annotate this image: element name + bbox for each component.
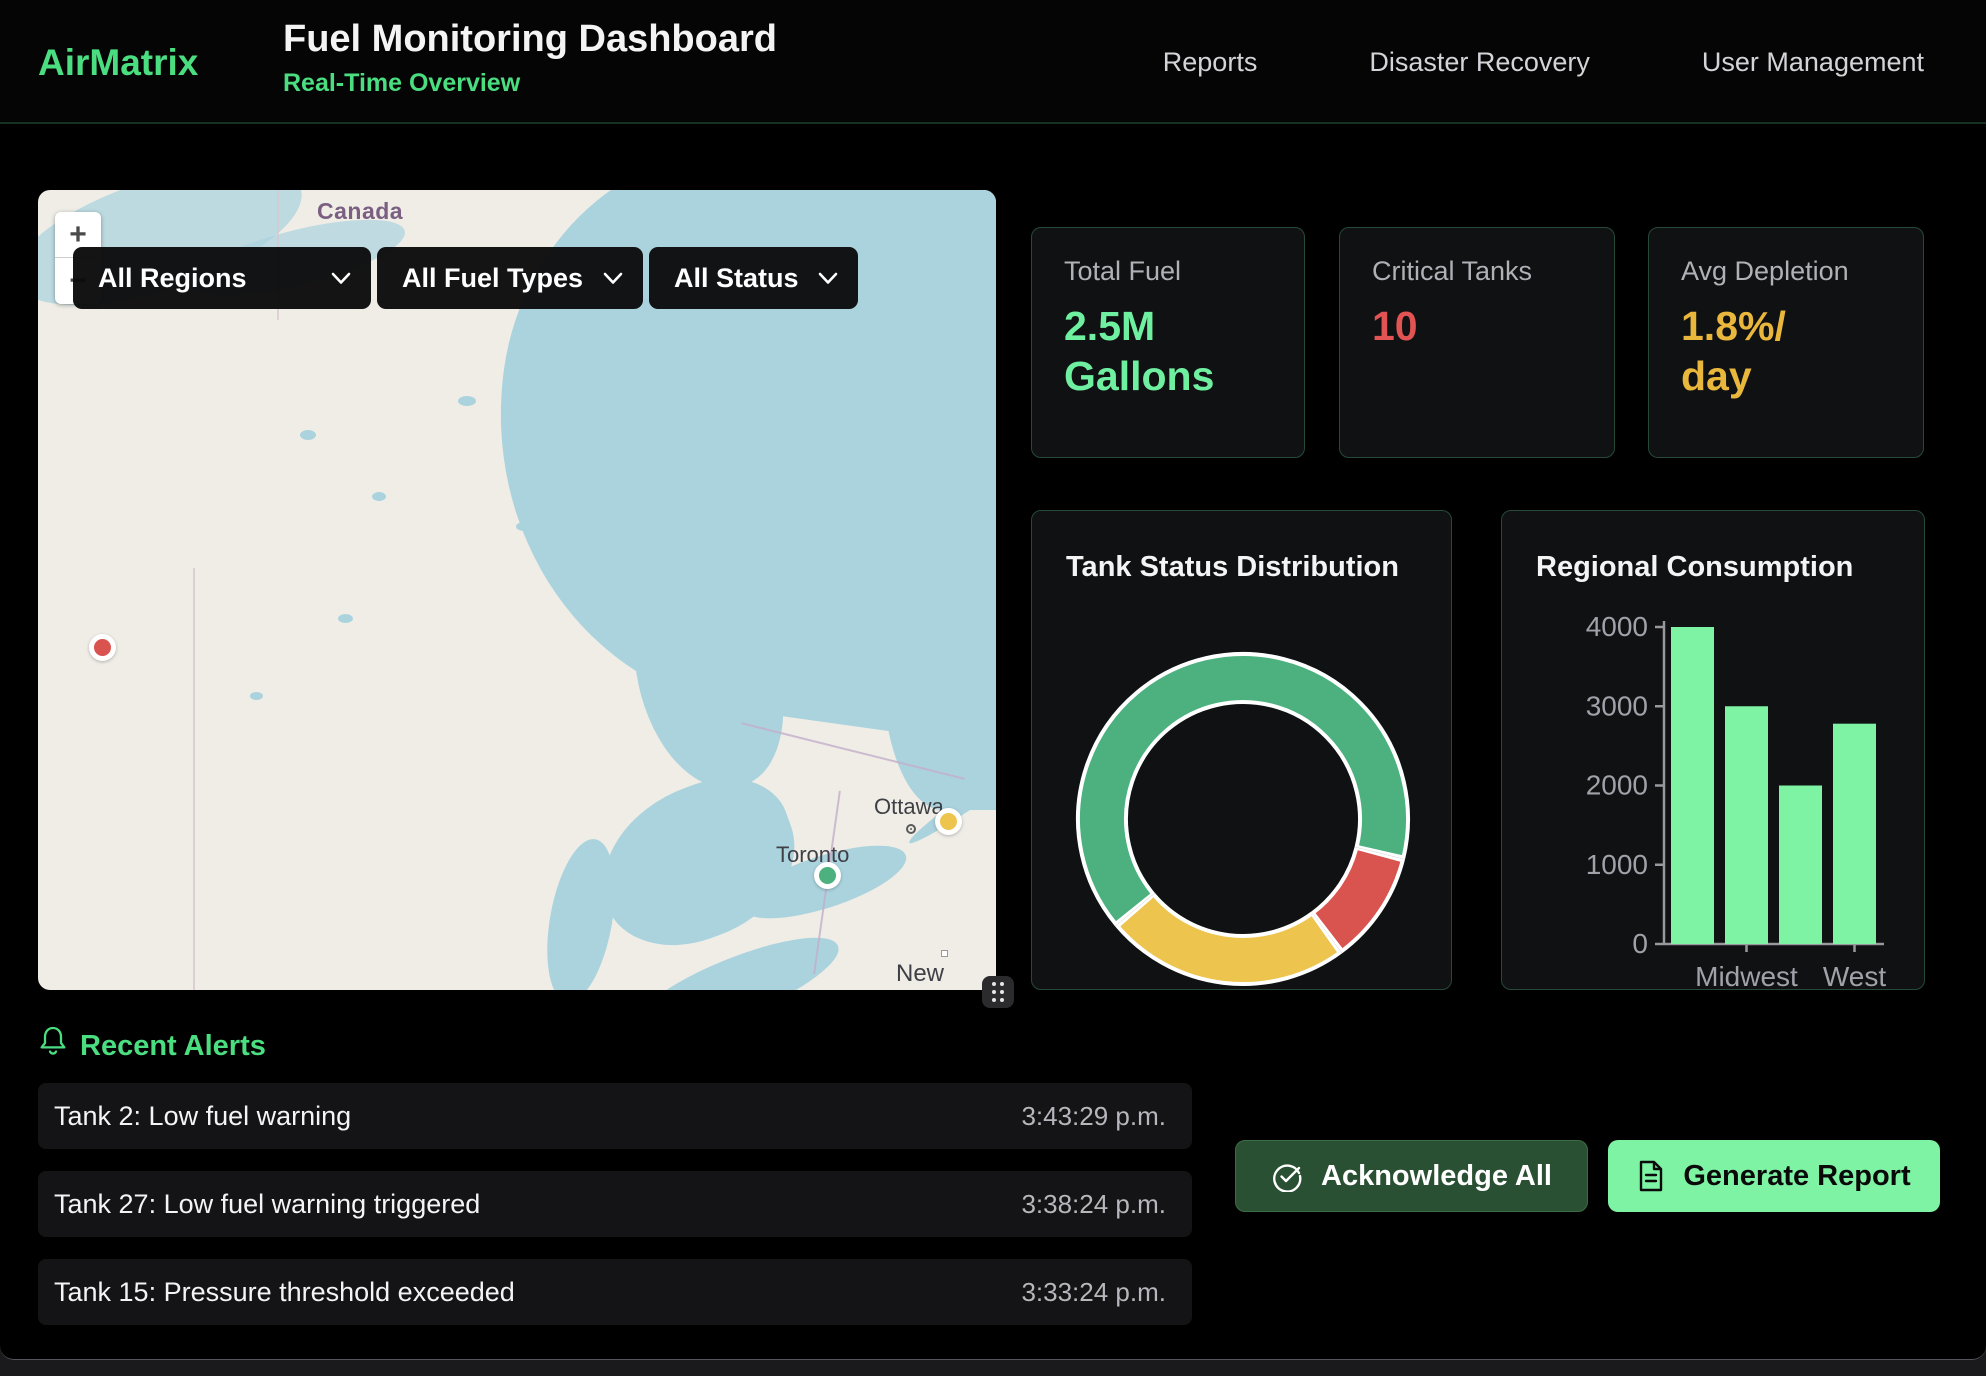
generate-report-label: Generate Report [1683, 1160, 1910, 1193]
stat-value-line: 2.5M [1064, 301, 1272, 351]
svg-text:West: West [1823, 961, 1886, 991]
province-border-1 [193, 568, 195, 990]
stat-value-line: day [1681, 351, 1891, 401]
small-lake-2 [372, 492, 386, 501]
chevron-down-icon [818, 272, 838, 285]
app-window: AirMatrix Fuel Monitoring Dashboard Real… [0, 0, 1986, 1360]
tank-status-distribution-card: Tank Status Distribution [1031, 510, 1452, 990]
small-lake-1 [300, 430, 316, 440]
critical-tank-marker[interactable] [89, 634, 116, 661]
east-coast-water [883, 470, 996, 810]
main-nav: Reports Disaster Recovery User Managemen… [1163, 0, 1924, 124]
svg-text:2000: 2000 [1586, 770, 1648, 801]
stat-value-line: Gallons [1064, 351, 1272, 401]
alert-row[interactable]: Tank 27: Low fuel warning triggered 3:38… [38, 1171, 1192, 1237]
header: AirMatrix Fuel Monitoring Dashboard Real… [0, 0, 1986, 124]
regional-consumption-card: Regional Consumption 01000200030004000Mi… [1501, 510, 1925, 990]
small-lake-5 [250, 692, 263, 700]
small-lake-3 [458, 396, 476, 406]
small-lake-6 [516, 522, 532, 531]
country-label: Canada [317, 198, 403, 225]
alert-row[interactable]: Tank 15: Pressure threshold exceeded 3:3… [38, 1259, 1192, 1325]
acknowledge-all-label: Acknowledge All [1321, 1160, 1552, 1193]
tank-status-donut-chart [1032, 511, 1453, 991]
stat-value-line: 10 [1372, 301, 1582, 351]
title-block: Fuel Monitoring Dashboard Real-Time Over… [283, 18, 777, 98]
stat-label: Total Fuel [1064, 256, 1272, 287]
ottawa-city-dot [906, 824, 916, 834]
stat-value-line: 1.8%/ [1681, 301, 1891, 351]
check-circle-icon [1271, 1160, 1303, 1192]
status-filter-value: All Status [674, 263, 799, 294]
document-icon [1637, 1160, 1665, 1192]
chevron-down-icon [603, 272, 623, 285]
stat-label: Critical Tanks [1372, 256, 1582, 287]
toronto-label: Toronto [776, 842, 849, 868]
page-subtitle: Real-Time Overview [283, 69, 777, 98]
status-filter-dropdown[interactable]: All Status [649, 247, 858, 309]
stat-value: 10 [1372, 301, 1582, 351]
svg-text:1000: 1000 [1586, 849, 1648, 880]
page-title: Fuel Monitoring Dashboard [283, 18, 777, 61]
ottawa-label: Ottawa [874, 794, 944, 820]
fuel-type-filter-value: All Fuel Types [402, 263, 583, 294]
stat-value: 1.8%/ day [1681, 301, 1891, 401]
region-filter-value: All Regions [98, 263, 247, 294]
fuel-type-filter-dropdown[interactable]: All Fuel Types [377, 247, 643, 309]
bell-icon [38, 1024, 68, 1058]
alert-text: Tank 27: Low fuel warning triggered [54, 1189, 480, 1220]
map-panel[interactable]: Canada Ottawa Toronto New York + − [38, 190, 996, 990]
alert-timestamp: 3:43:29 p.m. [1021, 1101, 1166, 1132]
generate-report-button[interactable]: Generate Report [1608, 1140, 1940, 1212]
warning-tank-marker[interactable] [935, 808, 962, 835]
small-lake-4 [338, 614, 353, 623]
regional-consumption-bar-chart: 0 1000 2000 3000 4000 Midwest West [1502, 511, 1926, 991]
svg-text:3000: 3000 [1586, 690, 1648, 721]
normal-tank-marker[interactable] [814, 862, 841, 889]
nav-disaster-recovery[interactable]: Disaster Recovery [1369, 47, 1590, 78]
acknowledge-all-button[interactable]: Acknowledge All [1235, 1140, 1588, 1212]
svg-text:4000: 4000 [1586, 611, 1648, 642]
svg-text:Midwest: Midwest [1695, 961, 1798, 991]
alert-timestamp: 3:33:24 p.m. [1021, 1277, 1166, 1308]
stat-card-critical-tanks: Critical Tanks 10 [1339, 227, 1615, 458]
nav-user-management[interactable]: User Management [1702, 47, 1924, 78]
stat-card-avg-depletion: Avg Depletion 1.8%/ day [1648, 227, 1924, 458]
nav-reports[interactable]: Reports [1163, 47, 1258, 78]
alert-text: Tank 15: Pressure threshold exceeded [54, 1277, 515, 1308]
stat-value: 2.5M Gallons [1064, 301, 1272, 401]
brand-logo: AirMatrix [38, 42, 198, 84]
map-resize-handle[interactable] [982, 976, 1014, 1008]
alert-row[interactable]: Tank 2: Low fuel warning 3:43:29 p.m. [38, 1083, 1192, 1149]
new-york-label: New York [896, 960, 996, 990]
chevron-down-icon [331, 272, 351, 285]
new-york-city-dot [941, 950, 948, 957]
svg-text:0: 0 [1632, 928, 1648, 959]
region-filter-dropdown[interactable]: All Regions [73, 247, 371, 309]
stat-card-total-fuel: Total Fuel 2.5M Gallons [1031, 227, 1305, 458]
alert-text: Tank 2: Low fuel warning [54, 1101, 351, 1132]
alert-timestamp: 3:38:24 p.m. [1021, 1189, 1166, 1220]
stat-label: Avg Depletion [1681, 256, 1891, 287]
recent-alerts-heading: Recent Alerts [80, 1030, 266, 1063]
